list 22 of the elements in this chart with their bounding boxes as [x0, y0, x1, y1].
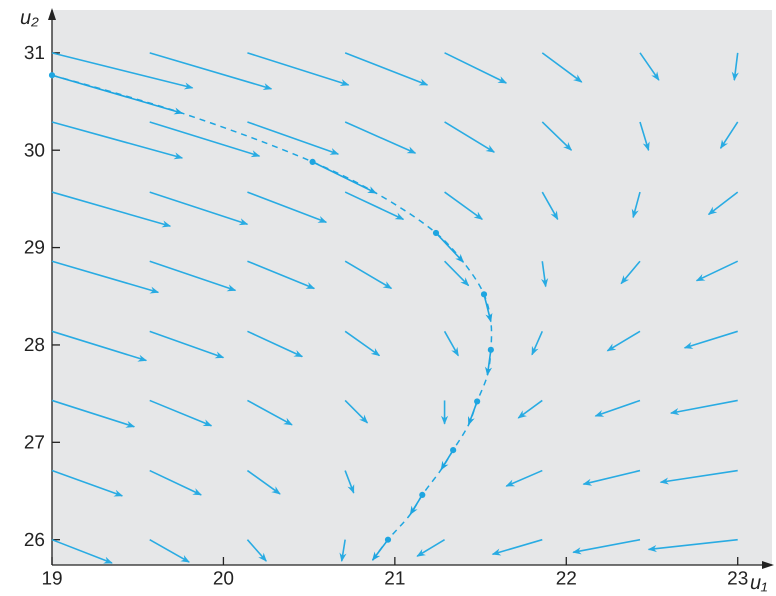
y-axis-title: u₂: [20, 7, 40, 29]
y-tick-label: 27: [24, 432, 45, 454]
y-tick-label: 30: [24, 140, 45, 162]
point: [432, 230, 440, 236]
point: [48, 72, 56, 78]
x-tick-label: 23: [727, 568, 748, 590]
point: [480, 291, 488, 298]
x-tick-label: 22: [556, 568, 577, 590]
point: [309, 158, 316, 165]
y-tick-label: 26: [24, 530, 45, 551]
x-tick-label: 19: [41, 568, 63, 590]
x-tick-label: 20: [212, 568, 234, 590]
y-tick-label: 28: [24, 335, 45, 356]
point: [488, 346, 494, 353]
point: [419, 492, 426, 498]
point: [384, 536, 392, 543]
point: [474, 398, 480, 405]
y-tick-label: 31: [24, 42, 45, 64]
x-axis-title: u₁: [750, 572, 768, 594]
x-tick-label: 21: [384, 568, 406, 590]
y-tick-label: 29: [24, 238, 45, 259]
point: [450, 447, 456, 454]
